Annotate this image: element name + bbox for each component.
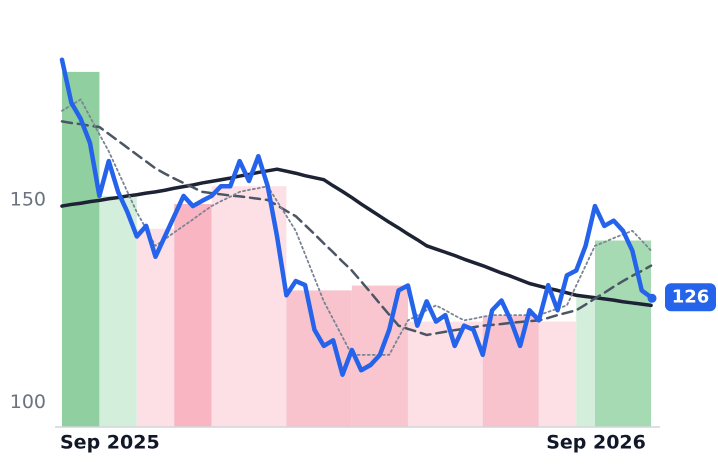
regime-band <box>407 321 483 427</box>
regime-band <box>286 290 352 427</box>
series-line <box>60 120 653 337</box>
last-value-label: 126 <box>672 286 710 307</box>
x-tick-label: Sep 2025 <box>60 432 160 454</box>
x-tick-label: Sep 2026 <box>546 432 646 454</box>
last-point <box>647 293 657 303</box>
regime-band <box>538 321 577 427</box>
regime-band <box>482 315 539 427</box>
regime-band <box>174 204 212 427</box>
regime-band <box>576 295 595 427</box>
last-value-badge <box>665 283 716 312</box>
series-line <box>59 57 654 377</box>
regime-band <box>594 240 652 427</box>
regime-band <box>99 195 137 427</box>
series-line <box>60 167 653 308</box>
regime-band <box>136 228 175 427</box>
y-tick-label: 150 <box>10 188 46 210</box>
y-tick-label: 100 <box>10 391 46 413</box>
regime-band <box>62 71 100 427</box>
